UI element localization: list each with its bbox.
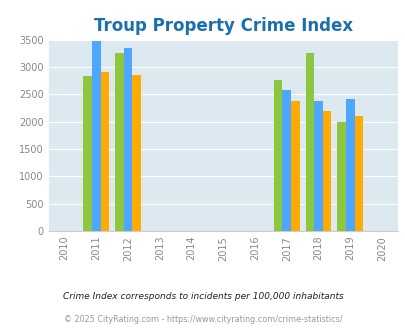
Bar (100, 72, 109, 231)
Bar (290, 101, 299, 231)
Text: © 2025 CityRating.com - https://www.cityrating.com/crime-statistics/: © 2025 CityRating.com - https://www.city… (64, 315, 341, 324)
Bar (322, 111, 330, 231)
Bar (132, 75, 141, 231)
Bar (115, 53, 124, 231)
Bar (282, 90, 290, 231)
Bar (305, 53, 313, 231)
Bar (273, 80, 282, 231)
Title: Troup Property Crime Index: Troup Property Crime Index (94, 17, 352, 35)
Bar (83, 76, 92, 231)
Bar (345, 99, 354, 231)
Bar (124, 49, 132, 231)
Bar (337, 122, 345, 231)
Bar (354, 115, 362, 231)
Bar (92, 41, 100, 231)
Bar (313, 101, 322, 231)
Text: Crime Index corresponds to incidents per 100,000 inhabitants: Crime Index corresponds to incidents per… (62, 292, 343, 301)
